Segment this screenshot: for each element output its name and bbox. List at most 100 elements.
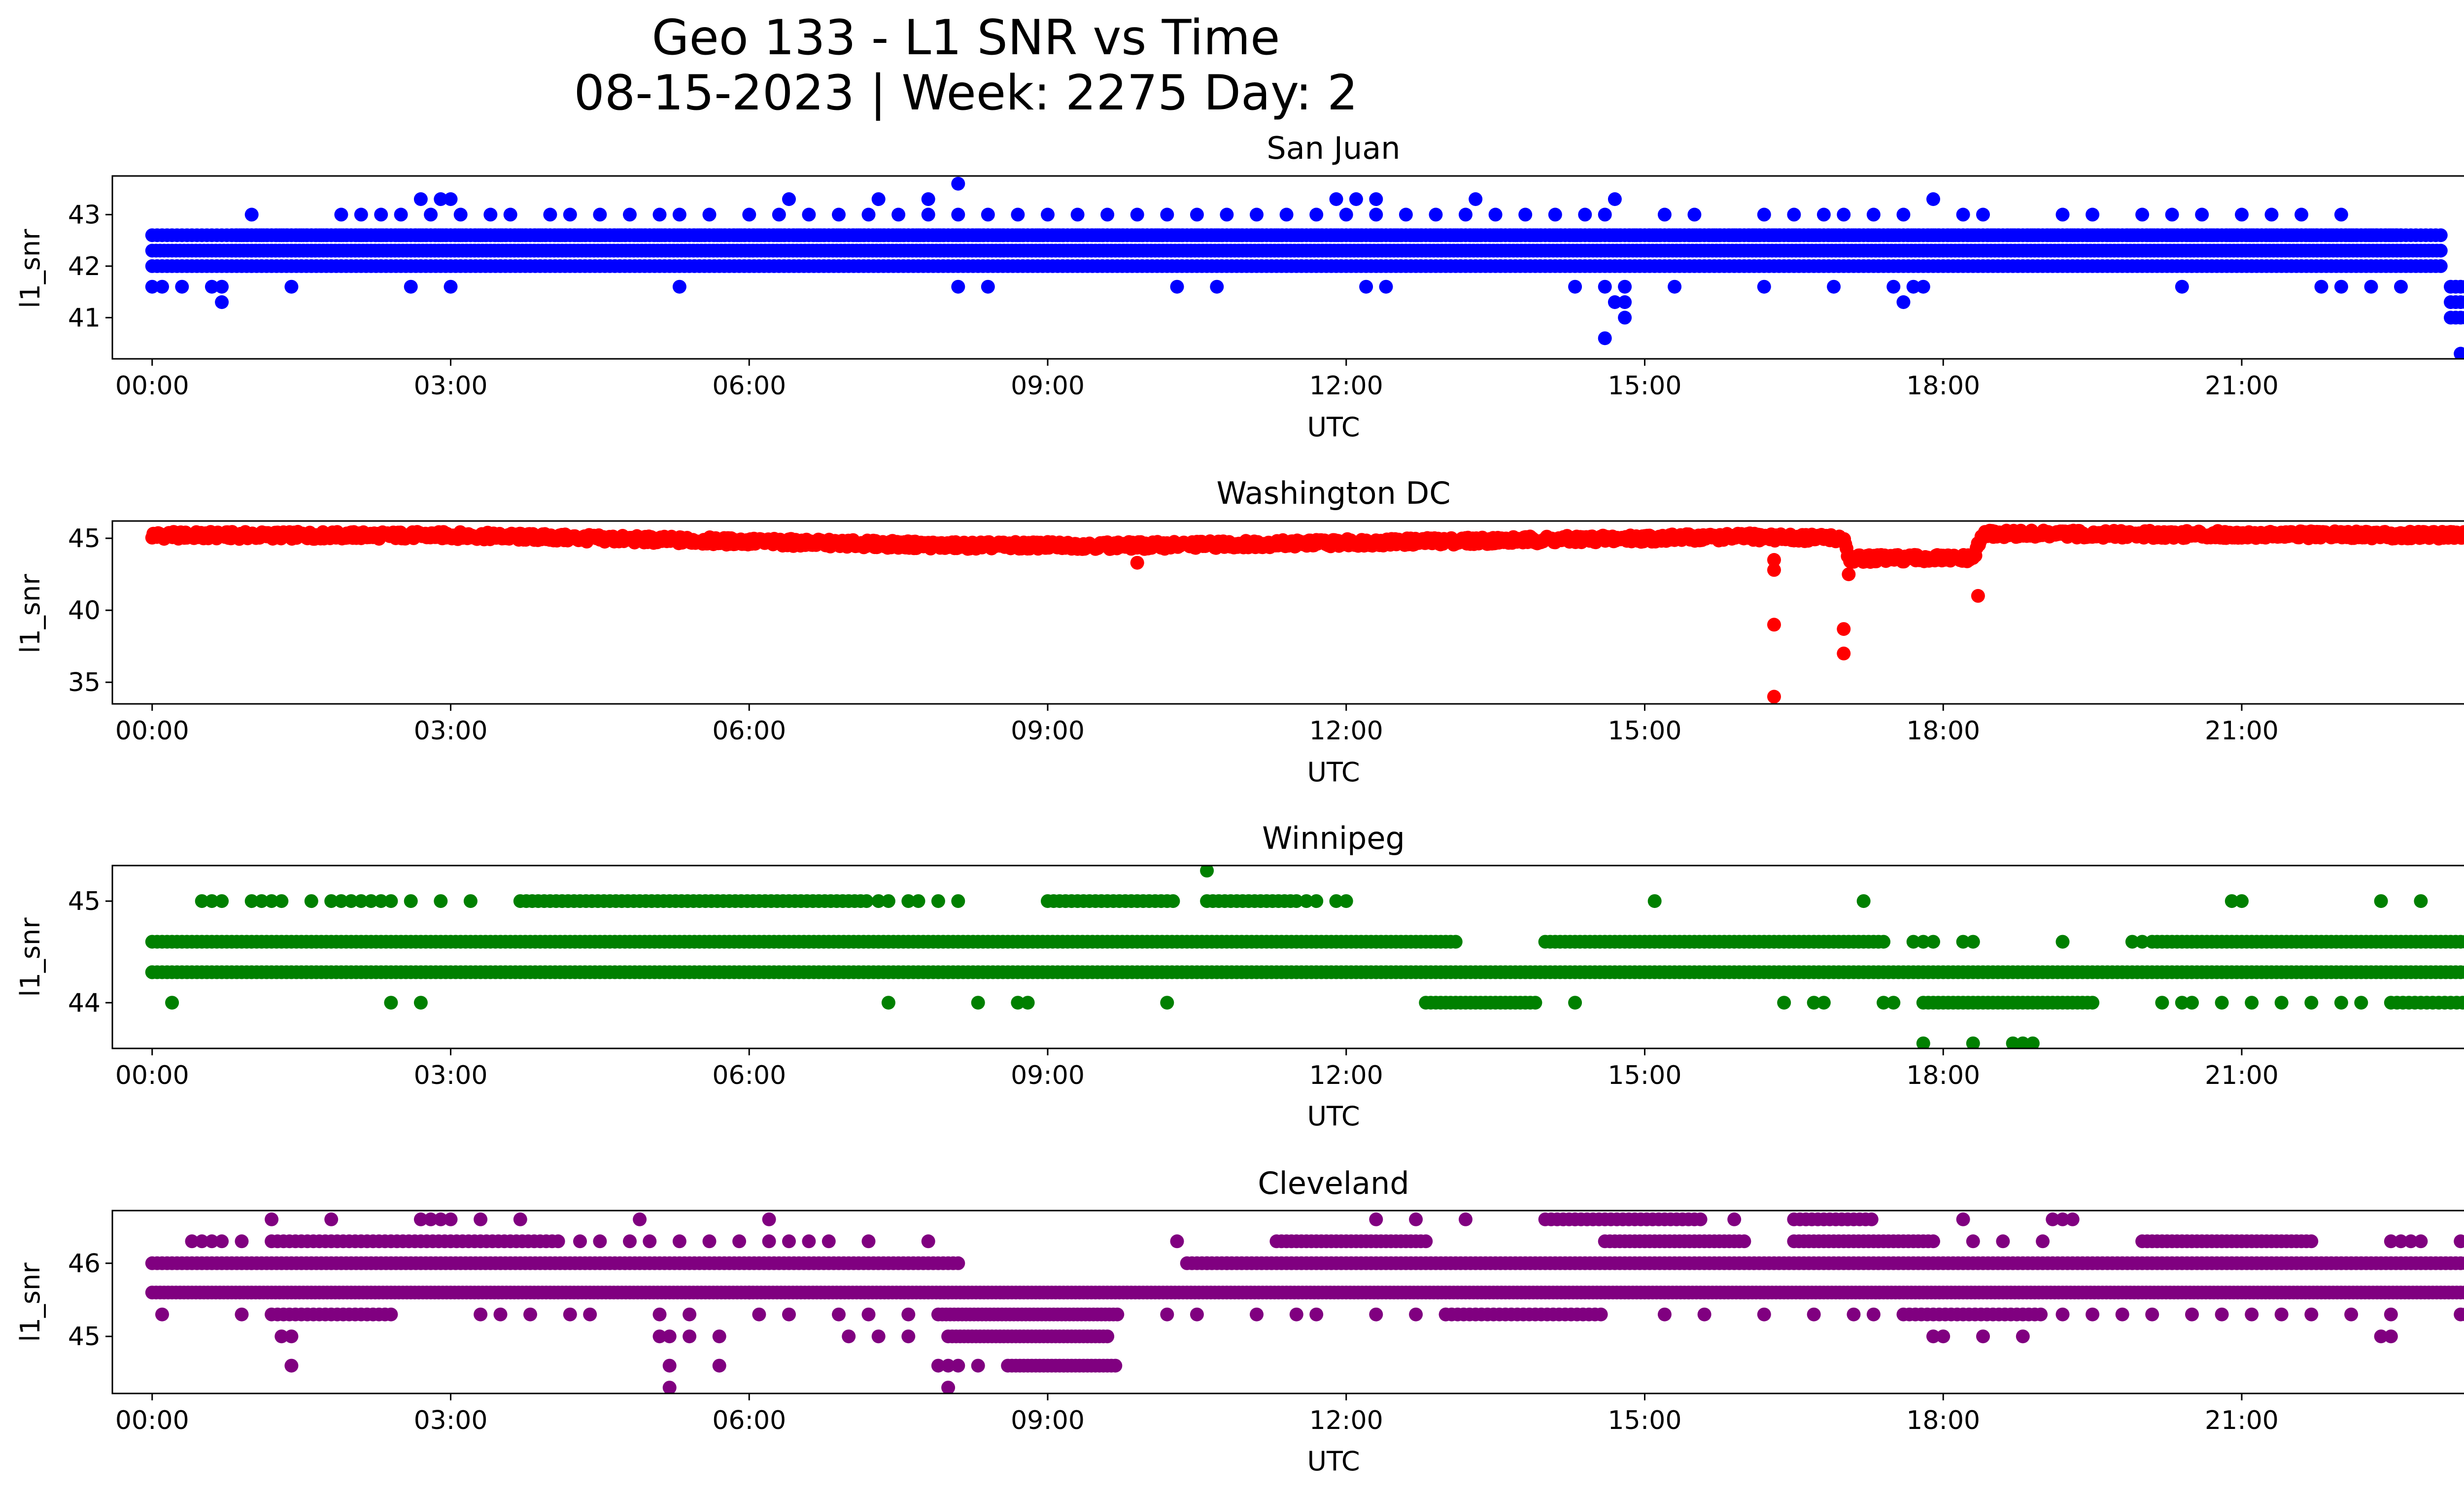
san-juan-data-point: [1598, 279, 1612, 294]
san-juan-data-point: [921, 192, 935, 206]
san-juan-data-point: [2235, 208, 2249, 222]
san-juan-data-point: [782, 192, 796, 206]
san-juan-data-point: [951, 279, 965, 294]
san-juan-data-point: [1976, 208, 1990, 222]
san-juan-data-point: [1896, 295, 1911, 309]
san-juan-data-point: [1250, 208, 1264, 222]
san-juan-data-point: [1210, 279, 1224, 294]
san-juan-data-point: [1488, 208, 1503, 222]
san-juan-data-point: [1548, 208, 1562, 222]
san-juan-data-point: [702, 208, 717, 222]
san-juan-y-tick-label: 42: [68, 252, 101, 281]
san-juan-data-point: [413, 192, 428, 206]
san-juan-data-point: [2459, 311, 2464, 325]
washington-dc-y-tick-label: 35: [68, 668, 101, 697]
san-juan-data-point: [891, 208, 906, 222]
winnipeg-panel: Winnipeg UTC l1_snr 00:00 03:00 06:00 09:00…: [15, 820, 2464, 1132]
san-juan-data-point: [2394, 279, 2408, 294]
san-juan-data-point: [2135, 208, 2150, 222]
washington-dc-data-point: [1767, 553, 1781, 567]
san-juan-data-point: [1866, 208, 1881, 222]
san-juan-data-point: [1399, 208, 1413, 222]
washington-dc-data-point: [1767, 690, 1781, 704]
san-juan-data-point: [1896, 208, 1911, 222]
san-juan-data-point: [1369, 208, 1383, 222]
san-juan-data-point: [424, 208, 438, 222]
washington-dc-data-point: [1842, 567, 1856, 582]
san-juan-data-point: [1687, 208, 1702, 222]
san-juan-data-point: [1339, 208, 1353, 222]
washington-dc-data-point: [1837, 622, 1851, 636]
san-juan-data-point: [444, 279, 458, 294]
x-axis-label-san-juan: UTC: [1307, 412, 1360, 443]
san-juan-data-point: [871, 192, 886, 206]
washington-dc-y-tick-label: 45: [68, 524, 101, 554]
san-juan-data-point: [2055, 208, 2070, 222]
y-axis-label-san-juan: l1_snr: [15, 229, 46, 309]
san-juan-data-point: [1956, 208, 1970, 222]
washington-dc-data-points: [145, 523, 2464, 704]
san-juan-data-point: [951, 208, 965, 222]
san-juan-data-point: [1429, 208, 1443, 222]
san-juan-data-point: [1757, 208, 1771, 222]
san-juan-data-point: [1379, 279, 1393, 294]
san-juan-data-point: [1100, 208, 1115, 222]
san-juan-data-point: [1926, 192, 1940, 206]
san-juan-data-point: [1608, 295, 1622, 309]
san-juan-data-point: [1886, 279, 1901, 294]
san-juan-data-point: [1668, 279, 1682, 294]
san-juan-data-point: [1359, 279, 1373, 294]
san-juan-data-point: [2314, 279, 2328, 294]
san-juan-data-point: [1160, 208, 1174, 222]
san-juan-data-point: [1041, 208, 1055, 222]
san-juan-data-point: [2334, 208, 2348, 222]
san-juan-data-point: [1787, 208, 1801, 222]
washington-dc-x-tick-label: 12:00: [1309, 716, 1383, 746]
san-juan-x-tick-label: 15:00: [1608, 371, 1682, 401]
panel-title-san-juan: San Juan: [1266, 130, 1400, 166]
y-axis-label-washington-dc: l1_snr: [15, 574, 46, 654]
san-juan-data-point: [1459, 208, 1472, 222]
san-juan-data-point: [374, 208, 388, 222]
san-juan-data-point: [1329, 192, 1343, 206]
san-juan-data-point: [593, 208, 607, 222]
san-juan-data-point: [1568, 279, 1582, 294]
san-juan-data-point: [205, 279, 219, 294]
san-juan-data-point: [2459, 295, 2464, 309]
washington-dc-x-tick-label: 00:00: [115, 716, 189, 746]
san-juan-data-point: [2175, 279, 2189, 294]
winnipeg-data-points: [145, 866, 2464, 1048]
san-juan-data-point: [284, 279, 299, 294]
washington-dc-axes-frame: [111, 520, 2464, 705]
san-juan-x-tick-label: 21:00: [2205, 371, 2279, 401]
san-juan-data-point: [981, 208, 995, 222]
san-juan-data-point: [175, 279, 189, 294]
washington-dc-data-point: [1971, 589, 1985, 603]
san-juan-data-point: [434, 192, 448, 206]
san-juan-data-point: [2294, 208, 2309, 222]
san-juan-x-tick-label: 09:00: [1011, 371, 1085, 401]
san-juan-data-point: [2433, 259, 2448, 273]
washington-dc-y-tick-label: 40: [68, 596, 101, 626]
san-juan-data-point: [483, 208, 498, 222]
san-juan-panel: San Juan UTC l1_snr 00:00 03:00 06:00 09:00…: [15, 130, 2464, 443]
san-juan-data-point: [334, 208, 348, 222]
san-juan-data-point: [2264, 208, 2279, 222]
san-juan-x-tick-label: 18:00: [1906, 371, 1980, 401]
washington-dc-x-tick-label: 09:00: [1011, 716, 1085, 746]
san-juan-x-tick-label: 06:00: [712, 371, 786, 401]
san-juan-data-point: [155, 279, 169, 294]
san-juan-data-point: [1518, 208, 1533, 222]
san-juan-data-point: [2394, 243, 2408, 258]
washington-dc-data-point: [1767, 618, 1781, 632]
san-juan-axes-frame: [111, 175, 2464, 360]
san-juan-data-point: [652, 208, 667, 222]
san-juan-x-tick-label: 12:00: [1309, 371, 1383, 401]
washington-dc-x-tick-label: 06:00: [712, 716, 786, 746]
panel-title-winnipeg: Winnipeg: [1262, 820, 1405, 856]
figure-title-line-2: 08-15-2023 | Week: 2275 Day: 2: [574, 65, 1358, 121]
washington-dc-x-tick-label: 15:00: [1608, 716, 1682, 746]
san-juan-data-point: [672, 208, 686, 222]
washington-dc-x-tick-label: 18:00: [1906, 716, 1980, 746]
san-juan-x-tick-label: 03:00: [414, 371, 488, 401]
